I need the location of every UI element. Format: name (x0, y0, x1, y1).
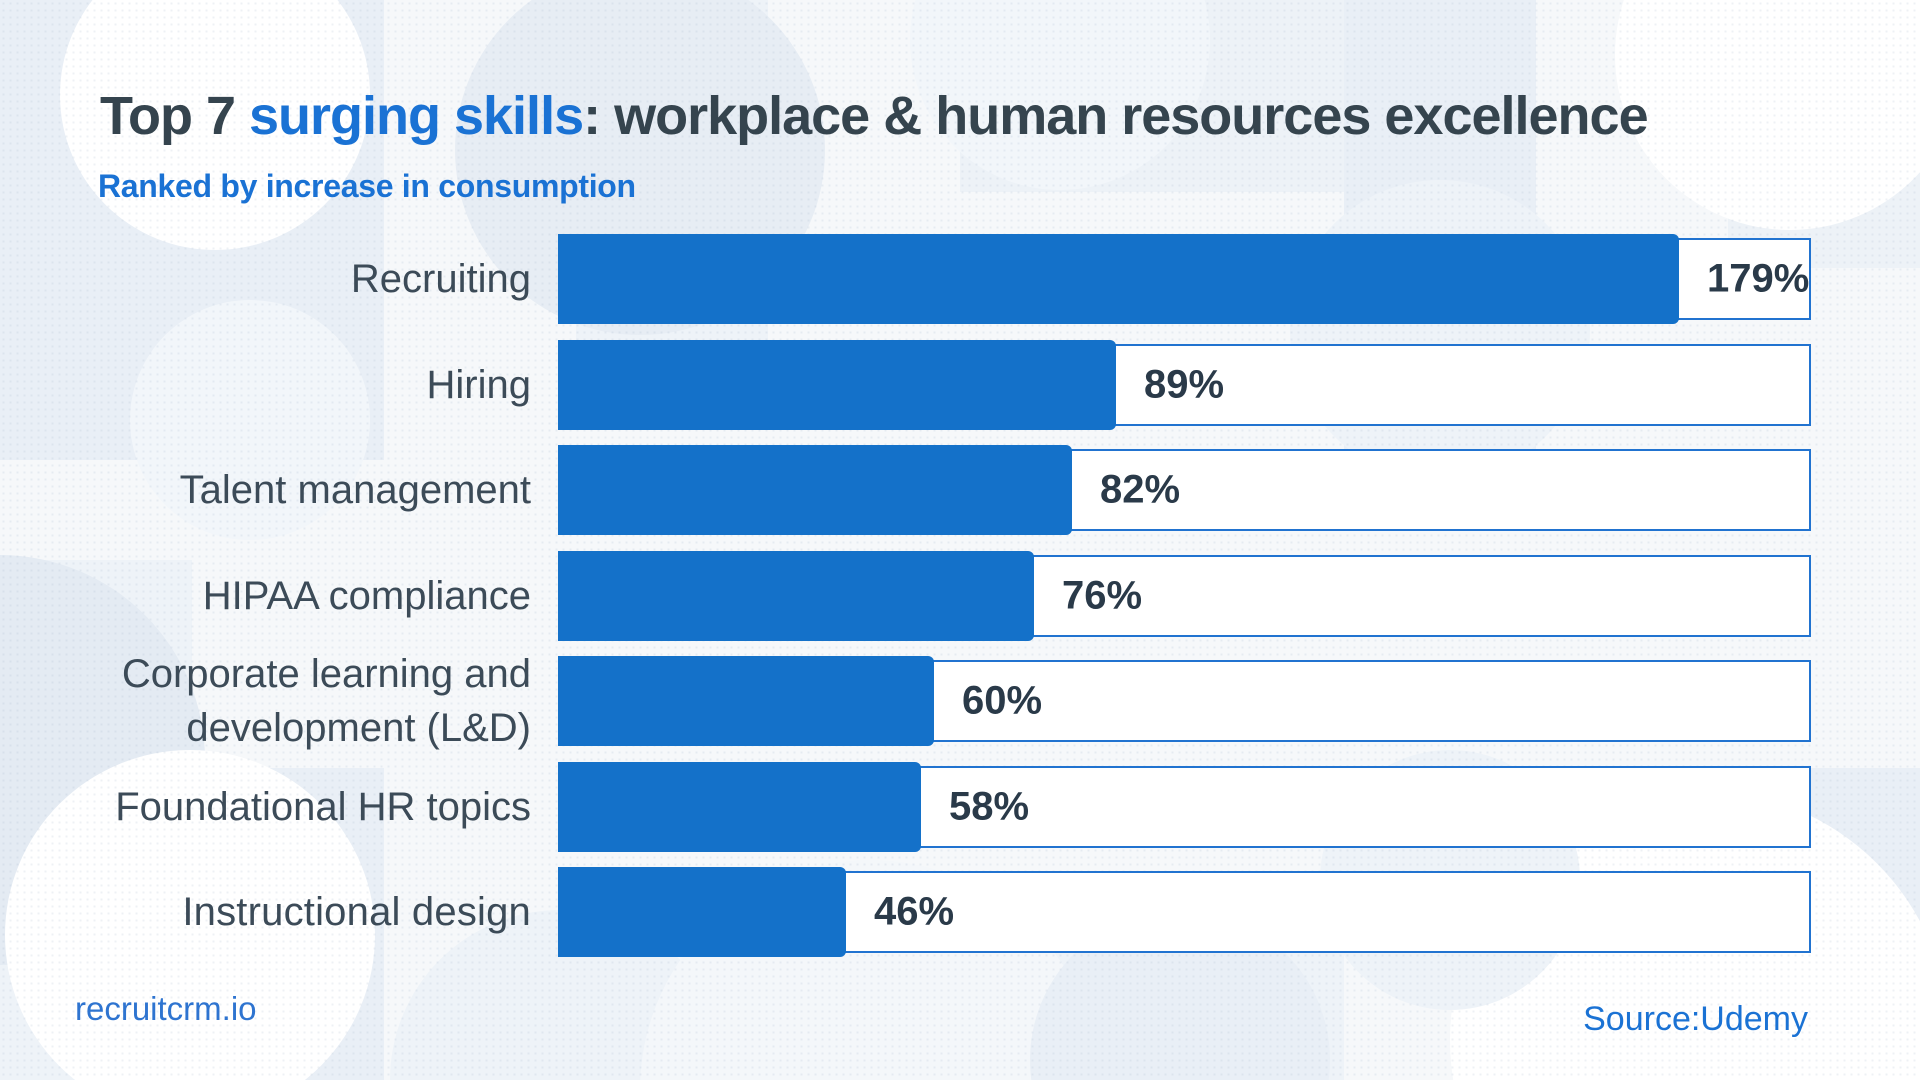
bar-row: Talent management 82% (0, 445, 1920, 535)
bar-fill (558, 762, 921, 852)
bar-row: Recruiting 179% (0, 234, 1920, 324)
bar-row: Corporate learning and development (L&D) 6… (0, 652, 1920, 750)
bar-fill (558, 867, 846, 957)
title-suffix: : workplace & human resources excellence (583, 86, 1648, 147)
bar-fill (558, 234, 1679, 324)
bar-label: Talent management (179, 468, 531, 512)
bar-row: Foundational HR topics 58% (0, 762, 1920, 852)
bar-label: Hiring (426, 363, 531, 407)
bar-row: HIPAA compliance 76% (0, 551, 1920, 641)
bar-value: 82% (1100, 467, 1181, 512)
source-credit: Source:Udemy (1583, 1000, 1808, 1038)
bar-value: 76% (1062, 573, 1143, 618)
title-highlight: surging skills (249, 86, 584, 147)
bar-row: Instructional design 46% (0, 867, 1920, 957)
bar-value: 60% (962, 678, 1043, 723)
bar-value: 89% (1144, 362, 1225, 407)
bar-label: Corporate learning and development (L&D) (121, 652, 531, 750)
bar-label: HIPAA compliance (202, 574, 531, 618)
bar-label: Instructional design (182, 890, 531, 934)
page-title: Top 7 surging skills: workplace & human … (100, 84, 1880, 149)
brand-link: recruitcrm.io (75, 990, 257, 1027)
bar-value: 58% (949, 784, 1030, 829)
bar-label: Recruiting (350, 257, 531, 301)
bar-row: Hiring 89% (0, 340, 1920, 430)
bar-value: 179% (1707, 256, 1810, 301)
chart-subtitle: Ranked by increase in consumption (98, 168, 636, 204)
bar-label: Foundational HR topics (115, 785, 531, 829)
title-prefix: Top 7 (100, 86, 249, 147)
bar-fill (558, 551, 1034, 641)
bar-value: 46% (874, 889, 955, 934)
bar-fill (558, 656, 934, 746)
bar-fill (558, 445, 1072, 535)
bar-fill (558, 340, 1116, 430)
